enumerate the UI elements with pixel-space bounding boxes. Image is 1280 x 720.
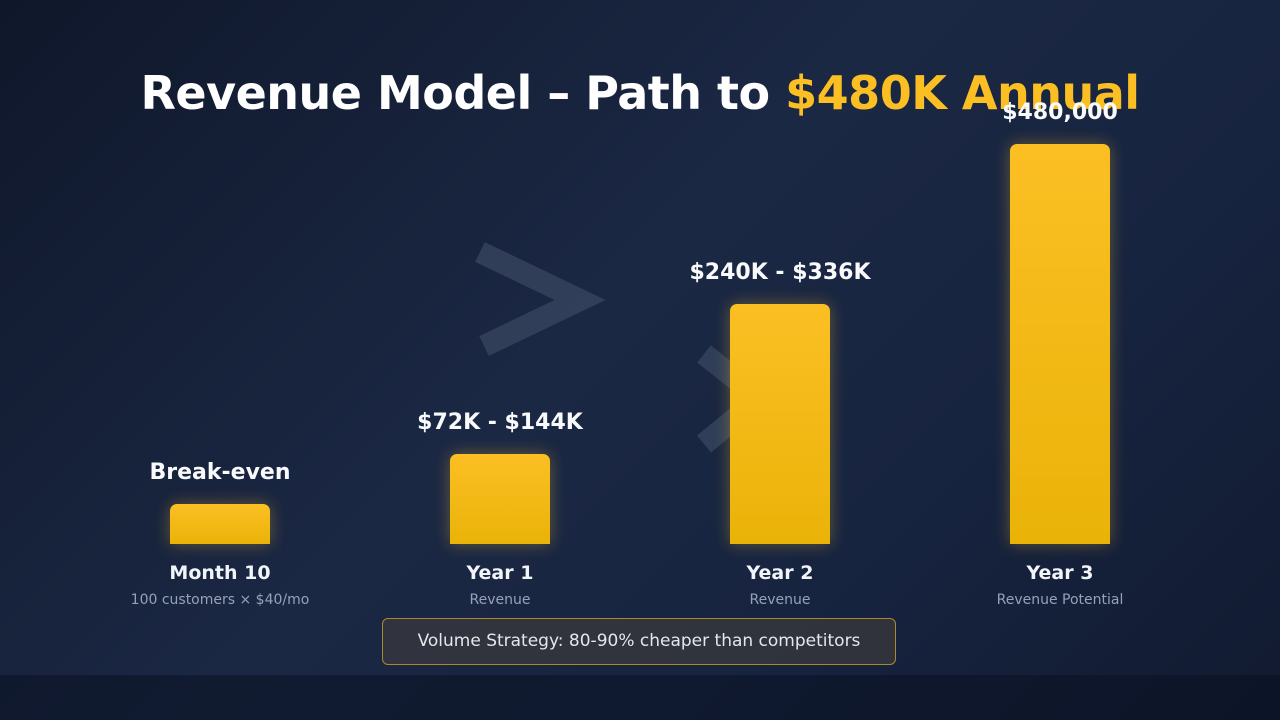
category-sublabel: Revenue (469, 592, 531, 608)
category-sublabel: 100 customers × $40/mo (130, 592, 310, 608)
strategy-note: Volume Strategy: 80-90% cheaper than com… (382, 618, 896, 665)
category-sublabel: Revenue Potential (996, 592, 1124, 608)
title-highlight: $480K Annual (785, 66, 1140, 120)
category-sublabel: Revenue (749, 592, 811, 608)
bar-year-1 (450, 454, 550, 544)
data-label: $240K - $336K (689, 260, 871, 285)
category-label: Year 2 (746, 562, 814, 584)
page-title: Revenue Model – Path to $480K Annual (0, 66, 1280, 120)
bar-year-3 (1010, 144, 1110, 544)
chevron-right-icon (475, 242, 606, 356)
category-label: Year 3 (1026, 562, 1094, 584)
title-main: Revenue Model – Path to (140, 66, 786, 120)
category-label: Month 10 (169, 562, 271, 584)
bar-month-10 (170, 504, 270, 544)
bar-year-2 (730, 304, 830, 544)
data-label: $72K - $144K (417, 410, 583, 435)
category-label: Year 1 (466, 562, 534, 584)
data-label: Break-even (149, 460, 291, 485)
data-label: $480,000 (1002, 100, 1118, 125)
bottom-strip (0, 675, 1280, 720)
